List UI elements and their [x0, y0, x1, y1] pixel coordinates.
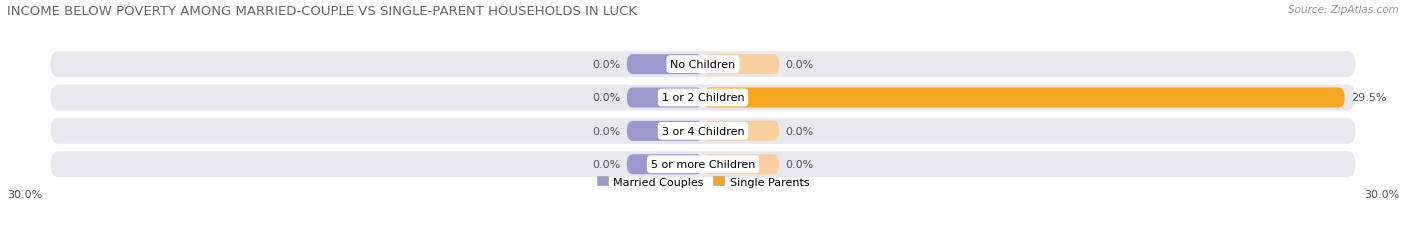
FancyBboxPatch shape — [51, 85, 1355, 111]
FancyBboxPatch shape — [51, 152, 1355, 177]
Text: 3 or 4 Children: 3 or 4 Children — [662, 126, 744, 136]
FancyBboxPatch shape — [51, 118, 1355, 144]
Text: 0.0%: 0.0% — [592, 126, 620, 136]
Text: 29.5%: 29.5% — [1351, 93, 1386, 103]
FancyBboxPatch shape — [627, 155, 703, 174]
FancyBboxPatch shape — [703, 155, 779, 174]
Text: 0.0%: 0.0% — [786, 126, 814, 136]
Text: 0.0%: 0.0% — [592, 160, 620, 170]
Text: 0.0%: 0.0% — [592, 93, 620, 103]
FancyBboxPatch shape — [703, 55, 779, 75]
Text: 30.0%: 30.0% — [1364, 189, 1399, 199]
Text: 1 or 2 Children: 1 or 2 Children — [662, 93, 744, 103]
Text: No Children: No Children — [671, 60, 735, 70]
FancyBboxPatch shape — [703, 121, 779, 141]
FancyBboxPatch shape — [703, 88, 1344, 108]
FancyBboxPatch shape — [627, 121, 703, 141]
Text: Source: ZipAtlas.com: Source: ZipAtlas.com — [1288, 5, 1399, 15]
Text: INCOME BELOW POVERTY AMONG MARRIED-COUPLE VS SINGLE-PARENT HOUSEHOLDS IN LUCK: INCOME BELOW POVERTY AMONG MARRIED-COUPL… — [7, 5, 637, 18]
Text: 0.0%: 0.0% — [786, 60, 814, 70]
Text: 0.0%: 0.0% — [786, 160, 814, 170]
FancyBboxPatch shape — [627, 55, 703, 75]
Legend: Married Couples, Single Parents: Married Couples, Single Parents — [592, 172, 814, 191]
Text: 5 or more Children: 5 or more Children — [651, 160, 755, 170]
Text: 30.0%: 30.0% — [7, 189, 42, 199]
FancyBboxPatch shape — [627, 88, 703, 108]
Text: 0.0%: 0.0% — [592, 60, 620, 70]
FancyBboxPatch shape — [51, 52, 1355, 78]
